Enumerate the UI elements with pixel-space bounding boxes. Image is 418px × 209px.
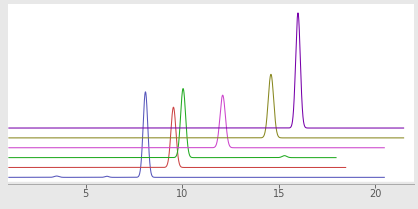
Bar: [8, 182, 414, 184]
